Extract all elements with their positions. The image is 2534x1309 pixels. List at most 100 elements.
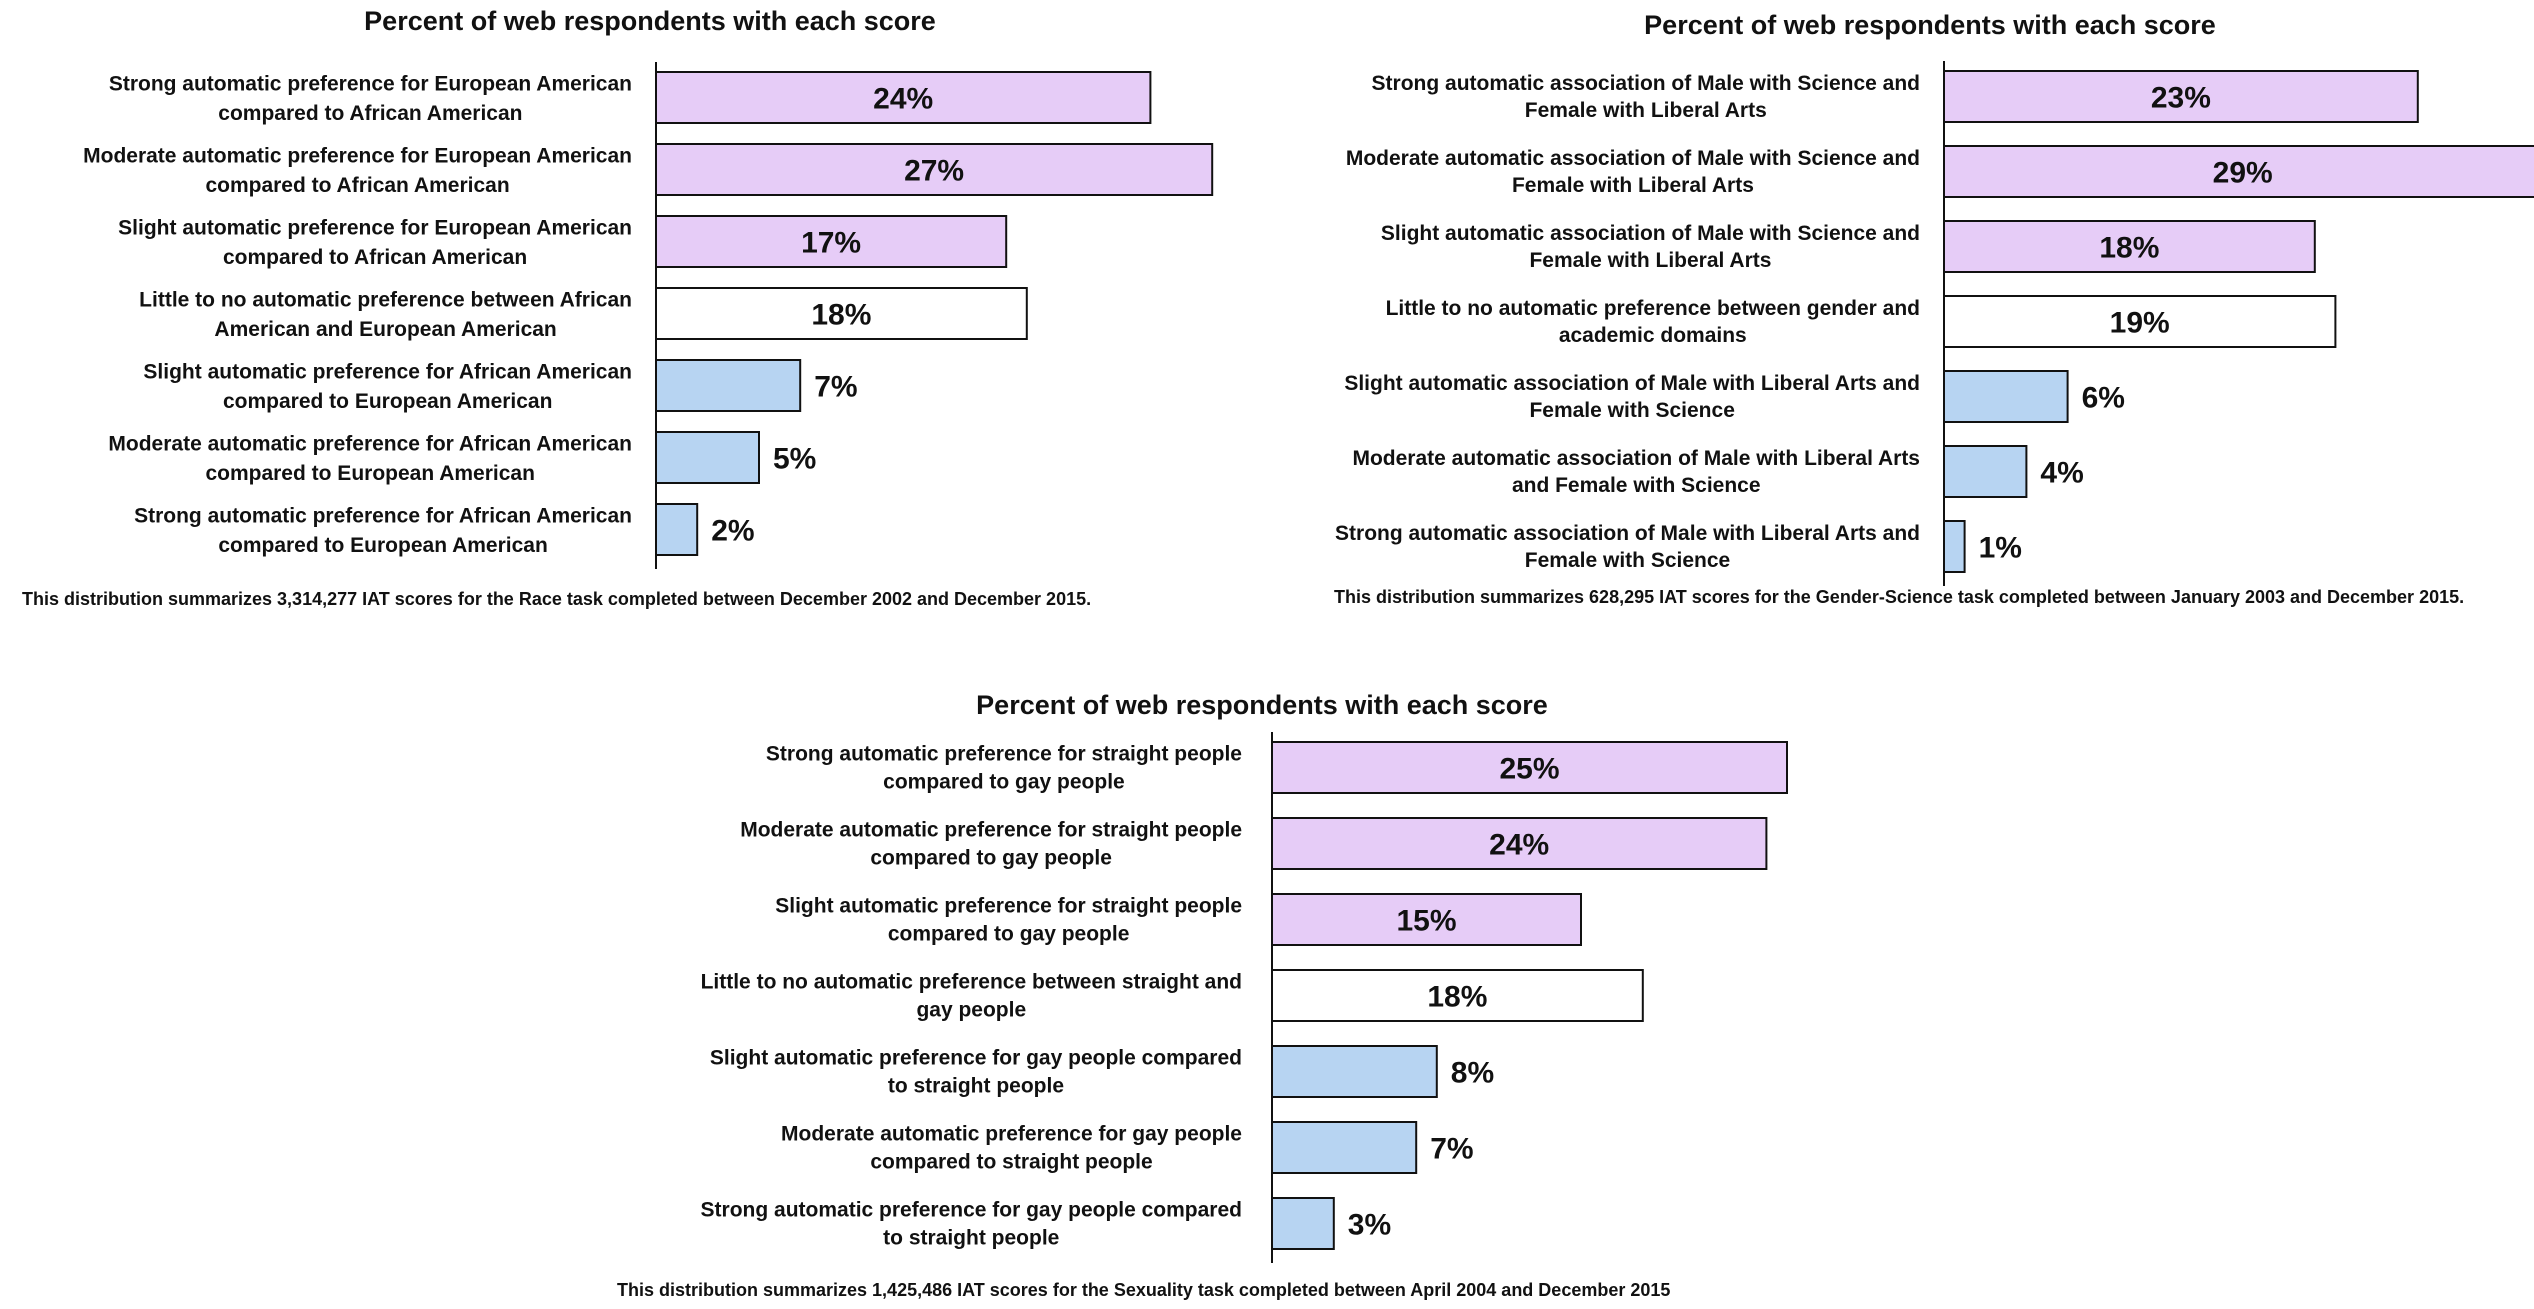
category-label-line: Moderate automatic preference for Europe… (83, 144, 632, 167)
data-label: 2% (711, 515, 754, 548)
category-label: Little to no automatic preference betwee… (139, 288, 632, 340)
bar (655, 359, 802, 412)
bar (655, 143, 1214, 196)
category-label-line: Little to no automatic preference betwee… (139, 288, 632, 311)
bar (1271, 969, 1644, 1022)
bar (1943, 295, 2337, 348)
category-label-line: compared to gay people (888, 923, 1130, 946)
category-label-line: Moderate automatic preference for Africa… (108, 432, 632, 455)
category-label: Moderate automatic preference for Africa… (108, 432, 632, 484)
category-label: Strong automatic preference for European… (109, 72, 632, 124)
category-label: Strong automatic association of Male wit… (1335, 522, 1920, 572)
category-label-line: Slight automatic preference for African … (143, 360, 632, 383)
category-label-line: to straight people (888, 1075, 1064, 1098)
category-label: Moderate automatic preference for gay pe… (781, 1123, 1242, 1174)
category-label-line: Slight automatic preference for straight… (775, 895, 1242, 918)
category-label-line: American and European American (214, 318, 556, 341)
category-label-line: Female with Liberal Arts (1525, 99, 1767, 122)
category-label-line: Strong automatic preference for European… (109, 72, 632, 95)
category-label: Moderate automatic association of Male w… (1346, 147, 1920, 197)
bar (655, 431, 760, 484)
category-label-line: compared to African American (223, 246, 527, 269)
category-label: Strong automatic association of Male wit… (1372, 72, 1920, 122)
category-label-line: compared to European American (205, 462, 534, 485)
category-label-line: Little to no automatic preference betwee… (701, 971, 1242, 994)
category-label-line: Slight automatic association of Male wit… (1381, 222, 1920, 245)
data-label: 1% (1979, 532, 2022, 565)
category-label-line: Female with Liberal Arts (1512, 174, 1754, 197)
data-label: 4% (2040, 457, 2083, 490)
bar (1271, 1121, 1418, 1174)
category-label: Strong automatic preference for straight… (766, 743, 1242, 794)
data-label: 27% (904, 155, 964, 188)
bar (1271, 893, 1582, 946)
category-label-line: compared to gay people (870, 847, 1112, 870)
category-label: Moderate automatic preference for Europe… (83, 144, 632, 196)
category-label: Slight automatic association of Male wit… (1344, 372, 1920, 422)
data-label: 17% (801, 227, 861, 260)
category-label-line: to straight people (883, 1227, 1059, 1250)
data-label: 18% (2099, 232, 2159, 265)
bar (1271, 1045, 1438, 1098)
category-label-line: Strong automatic association of Male wit… (1372, 72, 1920, 95)
chart-title: Percent of web respondents with each sco… (1644, 10, 2216, 40)
category-label-line: Female with Liberal Arts (1529, 249, 1771, 272)
footnote: This distribution summarizes 3,314,277 I… (22, 589, 1091, 609)
footnote: This distribution summarizes 628,295 IAT… (1334, 587, 2464, 607)
category-label: Slight automatic preference for European… (118, 216, 632, 268)
bar (1943, 520, 1966, 573)
category-label-line: Strong automatic preference for straight… (766, 743, 1242, 766)
data-label: 18% (1427, 981, 1487, 1014)
category-label-line: compared to gay people (883, 771, 1125, 794)
bar (1271, 817, 1768, 870)
category-label-line: Moderate automatic preference for gay pe… (781, 1123, 1242, 1146)
category-label-line: compared to European American (223, 390, 552, 413)
data-label: 24% (1489, 829, 1549, 862)
category-label: Little to no automatic preference betwee… (701, 971, 1242, 1022)
category-label-line: Moderate automatic association of Male w… (1352, 447, 1920, 470)
bar (1271, 1197, 1335, 1250)
category-label-line: Little to no automatic preference betwee… (1386, 297, 1920, 320)
chart-2: Percent of web respondents with each sco… (1334, 10, 2534, 607)
category-label: Moderate automatic preference for straig… (740, 819, 1242, 870)
category-label-line: Strong automatic preference for gay peop… (701, 1199, 1242, 1222)
category-label: Slight automatic association of Male wit… (1381, 222, 1920, 272)
bar (1271, 741, 1788, 794)
chart-1: Percent of web respondents with each sco… (22, 6, 1214, 609)
data-label: 6% (2082, 382, 2125, 415)
category-label-line: Moderate automatic preference for straig… (740, 819, 1242, 842)
data-label: 25% (1499, 753, 1559, 786)
data-label: 5% (773, 443, 816, 476)
data-label: 23% (2151, 82, 2211, 115)
category-label-line: compared to straight people (870, 1151, 1152, 1174)
data-label: 15% (1396, 905, 1456, 938)
category-label-line: Female with Science (1529, 399, 1734, 422)
chart-3: Percent of web respondents with each sco… (617, 690, 1788, 1300)
category-label: Slight automatic preference for gay peop… (710, 1047, 1242, 1098)
bar (655, 287, 1028, 340)
category-label-line: academic domains (1559, 324, 1747, 347)
data-label: 8% (1451, 1057, 1494, 1090)
bar (655, 503, 699, 556)
data-label: 19% (2110, 307, 2170, 340)
category-label: Moderate automatic association of Male w… (1352, 447, 1920, 497)
data-label: 7% (814, 371, 857, 404)
category-label-line: Moderate automatic association of Male w… (1346, 147, 1920, 170)
category-label-line: Female with Science (1525, 549, 1730, 572)
data-label: 29% (2213, 157, 2273, 190)
category-label-line: Slight automatic preference for gay peop… (710, 1047, 1242, 1070)
category-label-line: Strong automatic preference for African … (134, 504, 632, 527)
category-label-line: gay people (916, 999, 1026, 1022)
category-label-line: and Female with Science (1512, 474, 1761, 497)
bar (1943, 445, 2028, 498)
category-label-line: compared to African American (218, 102, 522, 125)
chart-title: Percent of web respondents with each sco… (364, 6, 936, 36)
data-label: 18% (811, 299, 871, 332)
category-label-line: Strong automatic association of Male wit… (1335, 522, 1920, 545)
data-label: 7% (1430, 1133, 1473, 1166)
category-label: Slight automatic preference for African … (143, 360, 632, 412)
category-label: Little to no automatic preference betwee… (1386, 297, 1920, 347)
bar (1943, 145, 2534, 198)
